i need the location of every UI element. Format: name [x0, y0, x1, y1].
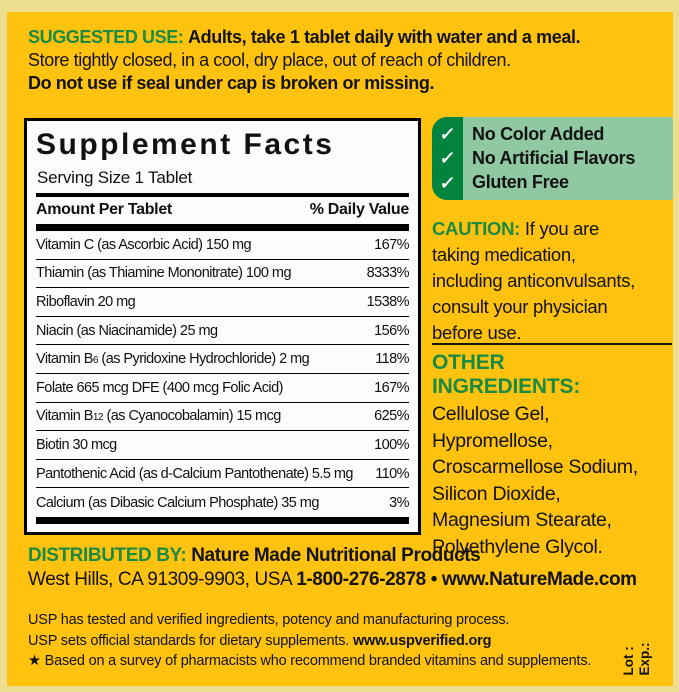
claims-badge: ✓ ✓ ✓ No Color Added No Artificial Flavors G… [432, 117, 673, 200]
nutrient-name: Calcium (as Dibasic Calcium Phosphate) 3… [36, 494, 319, 511]
address-line: West Hills, CA 91309-9903, USA 1-800-276… [28, 568, 668, 592]
divider-bar-bottom [36, 516, 409, 524]
nutrient-name: Pantothenic Acid (as d-Calcium Pantothen… [36, 465, 353, 482]
caution-label: CAUTION: [432, 218, 521, 239]
nutrient-row: Folate 665 mcg DFE (400 mcg Folic Acid) 1… [36, 374, 410, 403]
nutrient-row: Biotin 30 mcg 100% [36, 431, 410, 460]
suggested-use-directions: Adults, take 1 tablet daily with water a… [188, 27, 581, 47]
serving-size: Serving Size 1 Tablet [37, 168, 193, 187]
usp-line2: USP sets official standards for dietary … [28, 631, 618, 652]
nutrient-row: Pantothenic Acid (as d-Calcium Pantothen… [36, 460, 410, 489]
star-icon: ★ [28, 653, 41, 669]
ingredient-line: Magnesium Stearate, [432, 509, 612, 531]
company-name: Nature Made Nutritional Products [191, 545, 481, 566]
website-url: www.NatureMade.com [441, 569, 637, 590]
phone-number: 1-800-276-2878 [296, 569, 426, 590]
bullet-separator: • [430, 569, 438, 590]
usp-website-url: www.uspverified.org [352, 632, 492, 649]
amount-per-tablet-header: Amount Per Tablet [36, 201, 172, 218]
supplement-facts-panel: Supplement Facts Serving Size 1 Tablet A… [24, 118, 421, 535]
supplement-facts-title: Supplement Facts [36, 128, 335, 161]
nutrient-name: Thiamin (as Thiamine Mononitrate) 100 mg [36, 265, 292, 282]
nutrient-row: Thiamin (as Thiamine Mononitrate) 100 mg… [36, 260, 410, 289]
nutrient-name: Vitamin B12 (as Cyanocobalamin) 15 mcg [36, 408, 281, 425]
other-ingredients-section: OTHER INGREDIENTS: Cellulose Gel, Hyprome… [432, 351, 675, 560]
nutrient-name: Niacin (as Niacinamide) 25 mg [36, 322, 218, 339]
other-ingredients-label: OTHER INGREDIENTS: [432, 351, 581, 398]
badge-check-tab: ✓ ✓ ✓ [432, 117, 463, 200]
ingredient-line: Polyethylene Glycol. [432, 535, 603, 558]
usp-line2-text: USP sets official standards for dietary … [28, 632, 353, 649]
nutrient-row: Calcium (as Dibasic Calcium Phosphate) 3… [36, 488, 410, 517]
exp-label: Exp.: [637, 642, 652, 676]
seal-warning: Do not use if seal under cap is broken o… [28, 73, 435, 93]
nutrient-name: Biotin 30 mcg [36, 436, 117, 453]
daily-value: 3% [389, 494, 409, 511]
divider-bar-thick [36, 224, 409, 231]
usp-line3-text: Based on a survey of pharmacists who rec… [40, 653, 592, 669]
daily-value: 8333% [366, 265, 410, 282]
caution-section: CAUTION: If you are taking medication, i… [432, 216, 673, 346]
nutrient-row: Vitamin B6 (as Pyridoxine Hydrochloride)… [36, 345, 410, 374]
suggested-use-section: SUGGESTED USE: Adults, take 1 tablet dai… [28, 26, 664, 95]
company-address: West Hills, CA 91309-9903, USA [28, 569, 292, 590]
distributed-by-section: DISTRIBUTED BY: Nature Made Nutritional … [28, 544, 668, 592]
daily-value-header: % Daily Value [309, 201, 410, 218]
checkmark-icon: ✓ [438, 172, 457, 193]
section-divider [432, 343, 672, 345]
distributed-by-line: DISTRIBUTED BY: Nature Made Nutritional … [28, 544, 668, 568]
usp-notes: USP has tested and verified ingredients,… [28, 610, 618, 672]
facts-column-headers: Amount Per Tablet % Daily Value [36, 197, 409, 224]
ingredient-line: Hypromellose, [432, 429, 553, 452]
nutrient-name: Vitamin C (as Ascorbic Acid) 150 mg [36, 236, 252, 253]
daily-value: 1538% [366, 293, 410, 310]
suggested-use-label: SUGGESTED USE: [28, 27, 184, 47]
nutrient-name: Riboflavin 20 mg [36, 293, 136, 310]
usp-line3: ★ Based on a survey of pharmacists who r… [28, 651, 618, 672]
nutrient-row: Niacin (as Niacinamide) 25 mg 156% [36, 317, 410, 346]
other-ingredients-list: Cellulose Gel, Hypromellose, Croscarmellos… [432, 401, 675, 560]
suggested-use-line1: SUGGESTED USE: Adults, take 1 tablet dai… [28, 26, 664, 49]
badge-label: No Artificial Flavors [472, 147, 636, 168]
daily-value: 167% [374, 379, 409, 396]
ingredient-line: Croscarmellose Sodium, [432, 456, 638, 478]
nutrient-row: Riboflavin 20 mg 1538% [36, 288, 410, 317]
ingredient-line: Cellulose Gel, [432, 403, 550, 425]
lot-label: Lot : [621, 646, 636, 676]
distributed-by-label: DISTRIBUTED BY: [28, 545, 187, 566]
badge-label: Gluten Free [472, 172, 569, 193]
usp-line1: USP has tested and verified ingredients,… [28, 612, 510, 628]
daily-value: 118% [375, 351, 409, 368]
nutrient-name: Vitamin B6 (as Pyridoxine Hydrochloride)… [36, 351, 310, 368]
daily-value: 100% [374, 436, 409, 453]
storage-instructions: Store tightly closed, in a cool, dry pla… [28, 50, 511, 70]
lot-exp-text: Lot : Exp.: [621, 643, 653, 676]
daily-value: 110% [375, 465, 409, 482]
nutrient-name: Folate 665 mcg DFE (400 mcg Folic Acid) [36, 379, 283, 396]
checkmark-icon: ✓ [438, 124, 457, 145]
caution-text: If you are taking medication, including … [432, 218, 636, 343]
daily-value: 156% [374, 322, 409, 339]
sf-rows: Vitamin C (as Ascorbic Acid) 150 mg 167% T… [36, 231, 410, 517]
divider-bar [36, 193, 409, 197]
nutrient-row: Vitamin B12 (as Cyanocobalamin) 15 mcg 62… [36, 403, 410, 432]
badge-labels: No Color Added No Artificial Flavors Glute… [463, 117, 673, 200]
nutrient-row: Vitamin C (as Ascorbic Acid) 150 mg 167% [36, 231, 410, 260]
daily-value: 625% [374, 408, 409, 425]
lot-exp-area: Lot : Exp.: [604, 626, 670, 692]
badge-label: No Color Added [472, 123, 605, 144]
checkmark-icon: ✓ [438, 148, 457, 169]
ingredient-line: Silicon Dioxide, [432, 482, 561, 505]
daily-value: 167% [374, 236, 409, 253]
